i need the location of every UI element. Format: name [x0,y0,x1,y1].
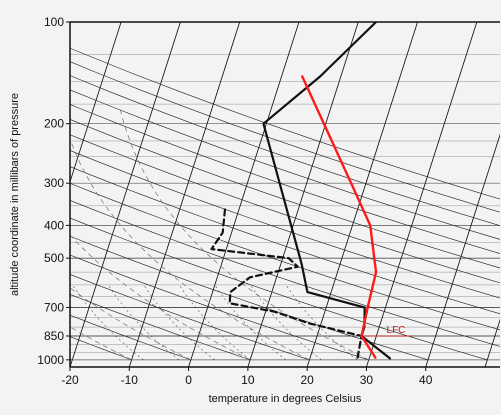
y-axis-title: altitude coordinate in millibars of pres… [9,93,21,296]
x-axis-title: temperature in degrees Celsius [209,393,362,405]
dry-adiabat-line [70,61,500,213]
isotherm-line [306,22,418,367]
dry-adiabat-line [70,47,500,200]
mixing-ratio-line [285,284,358,361]
dry-adiabat-line [70,134,500,284]
mixing-ratio-line [143,284,215,361]
y-axis-ticks: 100 200 300 400 500 700 850 1000 [37,15,70,367]
dry-adiabat-line [70,314,191,361]
mixing-ratio-line [214,284,286,361]
dry-adiabat-line [70,118,500,269]
x-tick-label: 30 [360,373,374,387]
x-tick-label: -20 [61,373,79,387]
x-tick-label: 0 [185,373,192,387]
dry-adiabat-line [70,89,500,240]
dry-adiabat-line [70,150,500,299]
dry-adiabat-line [70,104,500,254]
isotherm-line [366,22,478,367]
annotation-layer: LFC [361,325,412,337]
moist-adiabat-line [70,234,251,361]
dry-adiabat-line [70,235,429,361]
y-tick-label: 1000 [37,353,64,367]
isotherm-line [70,22,181,367]
isotherm-line [70,22,122,184]
isotherm-line [188,22,300,367]
dry-adiabat-line [70,75,500,226]
y-tick-label: 500 [44,251,64,265]
isotherm-line [425,133,500,367]
dry-adiabat-line [70,273,310,361]
lfc-label: LFC [387,325,406,336]
y-tick-label: 200 [44,117,64,131]
moist-adiabat-line [70,326,132,361]
dewpoint-trace-line [210,204,363,359]
dry-adiabat-line [70,254,369,361]
dry-adiabat-line [70,200,500,347]
x-tick-label: 40 [419,373,433,387]
moist-adiabat-line [119,108,369,361]
mixing-ratio-line [250,284,322,361]
y-tick-label: 400 [44,218,64,232]
y-tick-label: 300 [44,176,64,190]
dry-adiabat-line [70,294,251,361]
moist-adiabat-line [70,138,310,361]
y-tick-label: 850 [44,329,64,343]
mixing-ratio-line [107,284,180,361]
mixing-ratio-line [179,284,251,361]
x-axis-ticks: -20 -10 0 10 20 30 40 [61,367,433,387]
mixing-ratio-line [72,284,144,361]
y-tick-label: 100 [44,15,64,29]
dry-adiabat-line [70,182,500,331]
x-tick-label: 20 [300,373,314,387]
moist-adiabat-line [70,287,192,361]
x-tick-label: 10 [241,373,255,387]
x-tick-label: -10 [121,373,139,387]
y-tick-label: 700 [44,301,64,315]
dry-adiabat-line [70,166,500,315]
